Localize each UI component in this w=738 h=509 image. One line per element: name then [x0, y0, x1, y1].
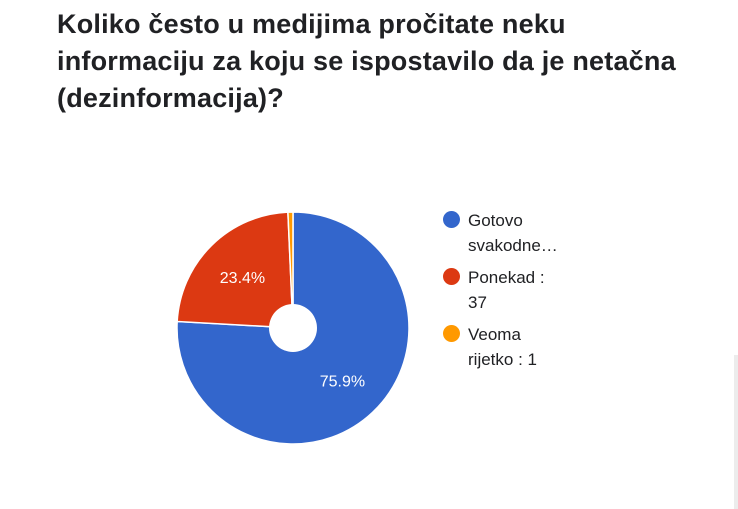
legend-label: Gotovo svakodne…	[468, 211, 558, 255]
legend-item-gotovo-svakodnevno[interactable]: Gotovo svakodne…	[443, 208, 583, 258]
legend-marker-blue	[443, 211, 460, 228]
scroll-edge	[734, 355, 738, 509]
legend-label: Ponekad : 37	[468, 268, 545, 312]
legend-label: Veoma rijetko : 1	[468, 325, 537, 369]
slice-data-label: 23.4%	[220, 270, 265, 287]
donut-hole	[269, 304, 317, 352]
slice-data-label: 75.9%	[320, 373, 365, 390]
legend-marker-orange	[443, 325, 460, 342]
pie-slice-1[interactable]	[176, 211, 294, 329]
chart-title: Koliko često u medijima pročitate neku i…	[57, 9, 676, 113]
pie-slice-2[interactable]	[287, 211, 294, 329]
legend-item-ponekad[interactable]: Ponekad : 37	[443, 265, 583, 315]
legend-item-veoma-rijetko[interactable]: Veoma rijetko : 1	[443, 322, 583, 372]
legend-marker-red	[443, 268, 460, 285]
pie-slice-0[interactable]	[176, 211, 410, 445]
legend: Gotovo svakodne… Ponekad : 37 Veoma rije…	[443, 208, 583, 379]
